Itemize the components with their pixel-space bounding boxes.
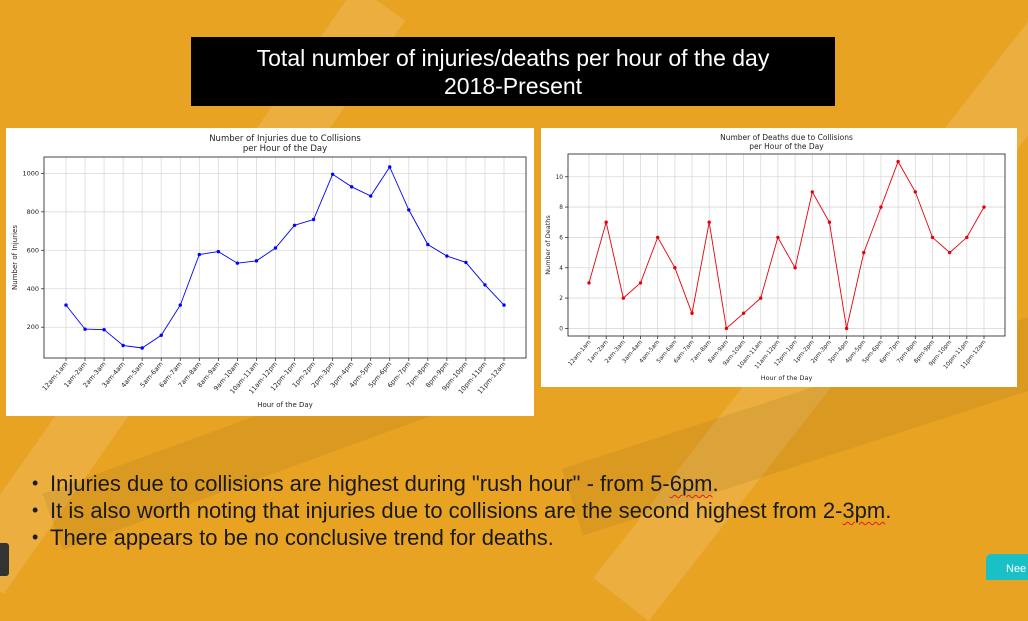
bullet-list: Injuries due to collisions are highest d… — [30, 470, 1010, 551]
y-tick-label: 8 — [559, 205, 563, 211]
data-point — [349, 185, 354, 189]
x-axis-label: Hour of the Day — [761, 374, 813, 382]
data-point — [827, 220, 832, 224]
data-point — [235, 261, 240, 265]
y-tick-label: 4 — [559, 266, 563, 272]
data-point — [502, 303, 506, 307]
y-tick-label: 200 — [27, 323, 39, 331]
spellcheck-marked-text: 3pm — [842, 498, 886, 523]
data-point — [965, 235, 969, 240]
data-point — [879, 205, 883, 209]
data-point — [930, 235, 935, 240]
data-point — [159, 333, 163, 338]
data-point — [83, 327, 87, 331]
data-point — [292, 223, 297, 227]
y-axis-label: Number of Deaths — [544, 215, 552, 275]
data-point — [483, 283, 487, 287]
data-point — [793, 266, 797, 270]
data-point — [426, 242, 430, 247]
bullet-item: There appears to be no conclusive trend … — [30, 524, 1010, 551]
bullet-text: It is also worth noting that injuries du… — [50, 498, 843, 523]
slide-title: Total number of injuries/deaths per hour… — [191, 37, 835, 106]
data-point — [947, 250, 952, 255]
series-line — [65, 166, 505, 349]
data-point — [254, 259, 259, 263]
data-point — [216, 249, 221, 254]
data-point — [759, 296, 763, 300]
data-point — [724, 326, 729, 331]
plot-frame — [567, 153, 1006, 337]
y-tick-label: 600 — [27, 246, 39, 254]
data-point — [140, 346, 144, 350]
data-point — [741, 311, 746, 315]
data-point — [388, 165, 392, 169]
bullet-text: . — [712, 471, 719, 496]
data-point — [638, 281, 643, 285]
bullet-item: Injuries due to collisions are highest d… — [30, 470, 1010, 497]
spellcheck-marked-text: 6pm — [669, 471, 713, 496]
data-point — [464, 260, 468, 265]
data-point — [844, 326, 849, 331]
data-point — [197, 252, 202, 257]
injuries-chart: Number of Injuries due to Collisionsper … — [11, 134, 527, 409]
data-point — [707, 220, 711, 224]
data-point — [102, 328, 106, 332]
plot-frame — [43, 156, 527, 359]
data-point — [655, 235, 660, 240]
bullet-item: It is also worth noting that injuries du… — [30, 497, 1010, 524]
data-point — [673, 266, 677, 270]
data-point — [178, 303, 182, 307]
slide-title-line-1: Total number of injuries/deaths per hour… — [256, 45, 770, 71]
data-point — [862, 250, 866, 255]
series-line — [588, 160, 985, 330]
y-tick-label: 2 — [559, 296, 563, 302]
data-point — [587, 281, 591, 285]
bullet-text: Injuries due to collisions are highest d… — [50, 471, 670, 496]
data-point — [311, 217, 316, 222]
data-point — [407, 208, 411, 212]
data-point — [621, 296, 626, 300]
data-point — [121, 343, 125, 348]
data-point — [368, 194, 373, 198]
y-tick-label: 400 — [27, 285, 39, 293]
x-axis-label: Hour of the Day — [257, 401, 313, 409]
data-point — [982, 205, 986, 209]
y-tick-label: 1000 — [22, 169, 39, 177]
data-point — [273, 246, 278, 250]
data-point — [690, 311, 694, 315]
data-point — [445, 254, 449, 258]
y-tick-label: 0 — [559, 326, 563, 332]
data-point — [604, 220, 608, 224]
side-panel-handle[interactable] — [0, 543, 9, 576]
chart-title-line: per Hour of the Day — [749, 142, 824, 151]
y-tick-label: 6 — [559, 235, 563, 241]
y-tick-label: 800 — [27, 208, 39, 216]
deaths-chart-panel: Number of Deaths due to Collisions per Ho… — [541, 128, 1017, 387]
data-point — [810, 190, 814, 194]
bullet-text: There appears to be no conclusive trend … — [50, 525, 554, 550]
chart-title-line: Number of Deaths due to Collisions — [720, 133, 853, 142]
data-point — [330, 172, 335, 177]
bullet-text: . — [885, 498, 892, 523]
injuries-chart-panel: Number of Injuries due to Collisions per … — [6, 128, 534, 416]
data-point — [913, 190, 918, 194]
chart-title-line: Number of Injuries due to Collisions — [209, 134, 361, 144]
slide-title-line-2: 2018-Present — [443, 73, 583, 99]
data-point — [776, 235, 780, 240]
y-axis-label: Number of Injuries — [11, 225, 19, 290]
y-tick-label: 10 — [556, 175, 564, 181]
data-point — [64, 303, 68, 307]
help-button[interactable]: Nee — [986, 554, 1028, 580]
chart-title-line: per Hour of the Day — [243, 144, 327, 154]
help-button-label: Nee — [1006, 563, 1027, 575]
data-point — [896, 159, 900, 164]
